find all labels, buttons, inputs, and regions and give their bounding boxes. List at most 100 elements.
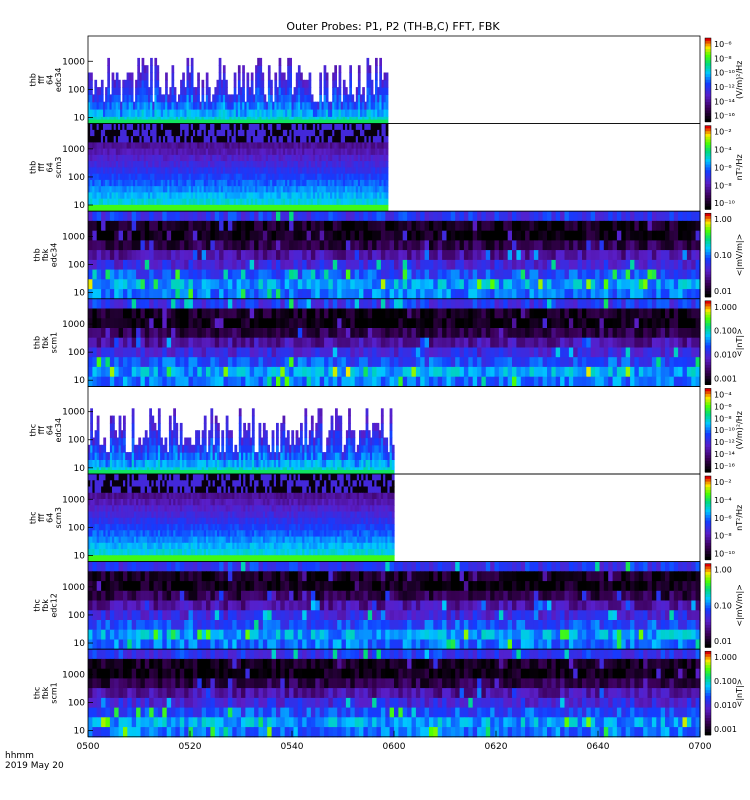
heatmap-cell <box>158 167 162 175</box>
heatmap-cell <box>310 109 314 117</box>
heatmap-cell <box>647 240 653 251</box>
heatmap-cell <box>150 142 153 150</box>
heatmap-cell <box>308 148 312 156</box>
heatmap-cell <box>96 161 100 168</box>
heatmap-cell <box>179 230 185 241</box>
heatmap-cell <box>184 161 188 168</box>
heatmap-cell <box>529 240 535 251</box>
heatmap-cell <box>175 230 181 241</box>
heatmap-cell <box>276 109 280 117</box>
heatmap-cell <box>186 101 190 110</box>
heatmap-cell <box>274 192 278 200</box>
heatmap-cell <box>263 154 267 162</box>
heatmap-cell <box>90 109 93 117</box>
heatmap-cell <box>481 250 487 261</box>
heatmap-cell <box>123 289 128 300</box>
heatmap-cell <box>372 289 378 300</box>
heatmap-cell <box>568 289 574 300</box>
heatmap-cell <box>171 289 177 300</box>
heatmap-cell <box>127 298 133 310</box>
heatmap-cell <box>267 148 271 156</box>
heatmap-cell <box>551 318 557 329</box>
heatmap-cell <box>586 298 592 310</box>
heatmap-cell <box>643 211 649 222</box>
heatmap-cell <box>156 148 160 156</box>
heatmap-cell <box>389 347 395 358</box>
heatmap-cell <box>634 279 640 290</box>
heatmap-cell <box>297 269 303 280</box>
heatmap-cell <box>227 337 233 348</box>
heatmap-cell <box>375 129 378 137</box>
heatmap-cell <box>630 318 636 329</box>
heatmap-cell <box>90 148 93 156</box>
heatmap-cell <box>267 298 273 310</box>
heatmap-cell <box>242 192 245 200</box>
heatmap-cell <box>94 136 98 143</box>
heatmap-cell <box>334 198 337 206</box>
heatmap-cell <box>96 337 102 348</box>
heatmap-cell <box>507 289 513 300</box>
heatmap-cell <box>232 269 238 280</box>
heatmap-cell <box>236 289 242 300</box>
heatmap-cell <box>625 289 631 300</box>
heatmap-cell <box>686 308 692 319</box>
heatmap-cell <box>442 308 448 319</box>
heatmap-cell <box>560 328 566 339</box>
heatmap-cell <box>157 337 163 348</box>
heatmap-cell <box>319 289 325 300</box>
heatmap-cell <box>336 173 340 181</box>
heatmap-cell <box>551 337 557 348</box>
heatmap-cell <box>293 148 297 156</box>
heatmap-cell <box>109 136 113 143</box>
heatmap-cell <box>573 308 579 319</box>
heatmap-cell <box>98 109 102 117</box>
heatmap-cell <box>507 298 513 310</box>
heatmap-cell <box>210 259 216 271</box>
heatmap-cell <box>248 198 252 206</box>
heatmap-cell <box>197 250 203 261</box>
heatmap-cell <box>232 289 238 300</box>
heatmap-cell <box>370 142 374 150</box>
heatmap-cell <box>310 337 316 348</box>
heatmap-cell <box>357 154 361 162</box>
heatmap-cell <box>375 101 378 110</box>
heatmap-cell <box>682 211 688 222</box>
heatmap-cell <box>122 123 125 131</box>
heatmap-cell <box>118 179 121 187</box>
heatmap-cell <box>381 148 385 156</box>
heatmap-cell <box>113 148 117 156</box>
heatmap-cell <box>595 318 601 329</box>
heatmap-cell <box>398 318 404 329</box>
heatmap-cell <box>590 211 596 222</box>
heatmap-cell <box>178 173 181 181</box>
heatmap-cell <box>485 230 491 241</box>
heatmap-cell <box>245 269 251 280</box>
heatmap-cell <box>144 220 150 232</box>
heatmap-cell <box>96 87 100 95</box>
heatmap-cell <box>381 179 385 187</box>
heatmap-cell <box>246 173 250 181</box>
heatmap-cell <box>188 148 192 156</box>
heatmap-cell <box>379 109 382 117</box>
heatmap-cell <box>349 154 352 162</box>
heatmap-cell <box>525 318 531 329</box>
heatmap-cell <box>173 148 177 156</box>
heatmap-cell <box>123 269 128 280</box>
heatmap-cell <box>197 123 200 131</box>
heatmap-cell <box>88 259 93 271</box>
heatmap-cell <box>381 198 385 206</box>
heatmap-cell <box>141 109 145 117</box>
spectrogram-image <box>88 57 389 125</box>
heatmap-cell <box>197 109 200 117</box>
colorbar-segment <box>705 294 711 298</box>
heatmap-cell <box>160 129 164 137</box>
heatmap-cell <box>319 230 325 241</box>
heatmap-cell <box>150 57 153 66</box>
heatmap-cell <box>206 337 211 348</box>
heatmap-cell <box>325 136 329 143</box>
heatmap-cell <box>124 167 128 175</box>
heatmap-cell <box>353 154 357 162</box>
heatmap-cell <box>293 240 299 251</box>
heatmap-cell <box>359 230 364 241</box>
heatmap-cell <box>199 129 203 137</box>
